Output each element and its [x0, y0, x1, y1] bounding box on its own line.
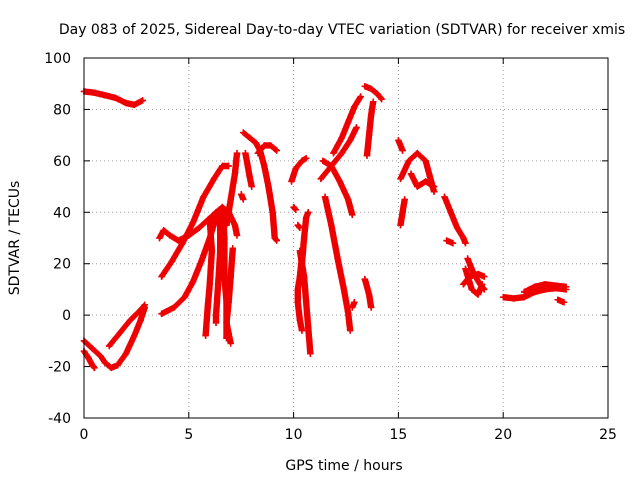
marker-trail: [395, 137, 406, 154]
series-arc-24: [319, 157, 356, 219]
series-arc-36: [443, 237, 457, 247]
series-arc-15: [242, 149, 255, 190]
x-tick-label: 20: [494, 427, 512, 443]
x-tick-label: 25: [599, 427, 617, 443]
series-arc-31: [395, 137, 406, 154]
marker-trail: [290, 203, 299, 213]
series-arc-06: [158, 162, 232, 280]
marker-trail: [363, 98, 377, 159]
marker-trail: [554, 296, 568, 306]
marker-trail: [407, 170, 438, 190]
marker-trail: [223, 149, 241, 229]
series-arc-12: [223, 149, 241, 229]
axis-ticks: 0 5 10 15 20 25 -40 -20 0 20 40 60 80 100: [44, 51, 617, 443]
plot-frame: [83, 57, 609, 419]
series-arc-04: [105, 301, 148, 350]
series-arc-27: [349, 299, 358, 311]
marker-trail: [521, 281, 570, 296]
y-tick-label: -20: [48, 360, 71, 376]
marker-trail: [349, 299, 358, 311]
plot-area: [80, 83, 570, 372]
chart-title: Day 083 of 2025, Sidereal Day-to-day VTE…: [59, 22, 625, 38]
y-tick-label: 0: [62, 308, 71, 324]
series-arc-29: [361, 83, 385, 103]
marker-trail: [397, 196, 408, 229]
series-arc-32: [397, 196, 408, 229]
y-tick-label: 40: [53, 205, 71, 221]
y-tick-label: 100: [44, 51, 71, 67]
series-arc-35: [441, 193, 469, 247]
marker-trail: [106, 301, 148, 350]
series-arc-16: [254, 142, 281, 157]
series-arc-22: [298, 209, 312, 267]
series-arc-34: [407, 170, 438, 190]
series-arc-13: [238, 191, 247, 203]
series-arc-39: [460, 270, 488, 288]
x-tick-label: 0: [80, 427, 89, 443]
marker-trail: [321, 193, 354, 334]
series-arc-33: [397, 149, 438, 195]
marker-trail: [288, 155, 310, 185]
series-arc-17: [288, 155, 310, 185]
marker-trail: [330, 93, 364, 157]
series-arc-11: [223, 245, 237, 347]
series-arc-41: [520, 281, 570, 296]
marker-trail: [441, 193, 469, 247]
series-arc-25: [321, 193, 354, 334]
x-axis-label: GPS time / hours: [285, 458, 402, 474]
marker-trail: [298, 209, 312, 267]
series-arc-42: [554, 296, 568, 306]
marker-trail: [319, 157, 356, 219]
y-tick-label: 80: [53, 102, 71, 118]
marker-trail: [242, 149, 255, 190]
y-tick-label: 20: [53, 257, 71, 273]
x-tick-label: 5: [184, 427, 193, 443]
series-arc-26: [330, 93, 364, 157]
y-axis-label: SDTVAR / TECUs: [7, 181, 23, 296]
marker-trail: [238, 191, 247, 203]
marker-trail: [202, 216, 216, 339]
marker-trail: [294, 221, 304, 231]
y-tick-label: -40: [48, 411, 71, 427]
marker-trail: [158, 162, 232, 280]
marker-trail: [361, 275, 375, 311]
series-arc-01: [80, 88, 146, 108]
grid-lines: [84, 58, 608, 418]
marker-trail: [361, 83, 385, 103]
series-arc-38: [462, 265, 486, 298]
marker-trail: [254, 142, 280, 157]
marker-trail: [223, 245, 236, 347]
series-arc-30: [361, 275, 375, 311]
x-tick-label: 15: [389, 427, 407, 443]
series-arc-20: [296, 247, 314, 357]
x-tick-label: 10: [285, 427, 303, 443]
marker-trail: [443, 237, 457, 247]
series-arc-23: [317, 124, 360, 183]
marker-trail: [317, 124, 360, 183]
y-tick-label: 60: [53, 154, 71, 170]
series-arc-07: [158, 206, 224, 318]
marker-trail: [80, 88, 146, 108]
series-arc-28: [363, 98, 377, 159]
series-arc-18: [290, 203, 299, 213]
series-arc-08: [202, 216, 216, 339]
marker-trail: [460, 270, 488, 288]
